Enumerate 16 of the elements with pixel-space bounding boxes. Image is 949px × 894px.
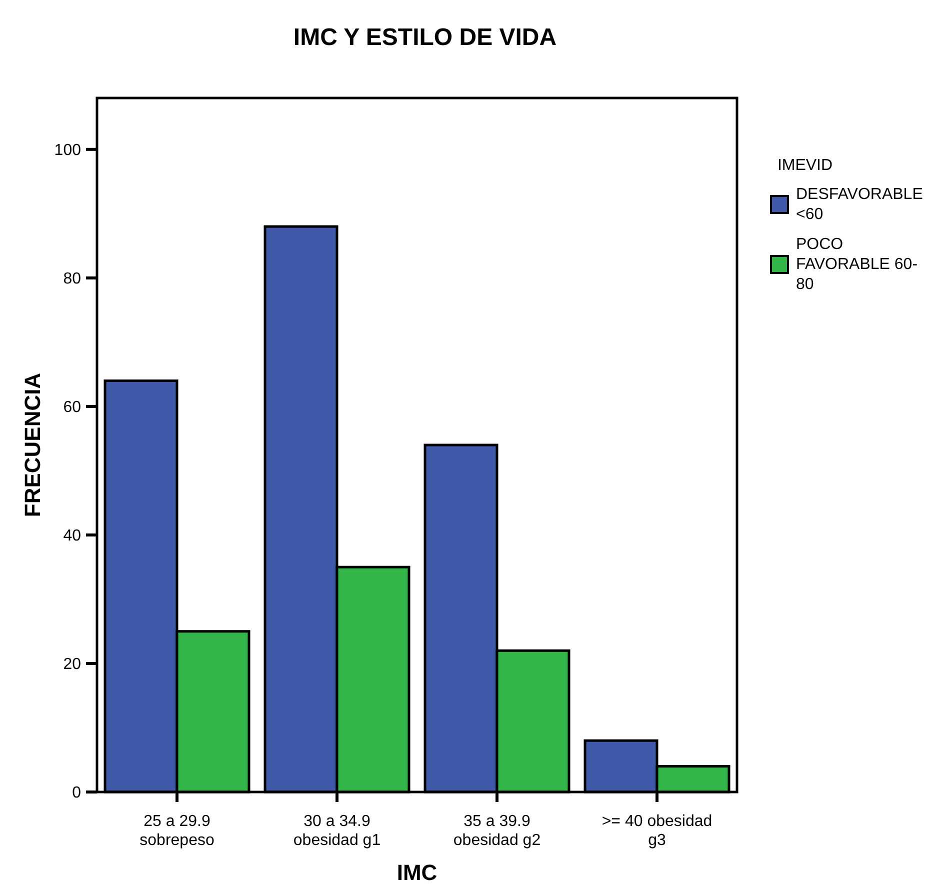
x-axis-title: IMC: [396, 860, 438, 885]
y-tick-label: 80: [63, 270, 82, 288]
legend-label: POCO FAVORABLE 60-80: [796, 236, 918, 293]
x-tick-label: 30 a 34.9 obesidad g1: [293, 813, 381, 849]
x-tick-label: >= 40 obesidad g3: [602, 813, 712, 849]
y-tick-label: 60: [63, 399, 82, 416]
legend-label: DESFAVORABLE <60: [796, 186, 923, 223]
y-tick-label: 20: [63, 656, 82, 674]
x-tick-label: 25 a 29.9 sobrepeso: [140, 813, 214, 849]
y-tick-label: 40: [63, 528, 82, 545]
chart-title: IMC Y ESTILO DE VIDA: [293, 24, 557, 51]
legend-title: IMEVID: [777, 157, 833, 174]
y-tick-label: 0: [72, 784, 82, 802]
y-tick-label: 100: [54, 142, 82, 160]
x-tick-label: 35 a 39.9 obesidad g2: [453, 813, 541, 849]
y-axis-title: FRECUENCIA: [20, 372, 45, 518]
